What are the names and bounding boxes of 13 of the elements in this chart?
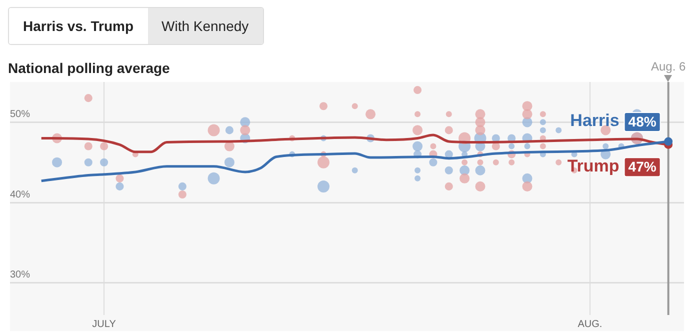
legend-label: Harris bbox=[570, 111, 620, 130]
text: With Kennedy bbox=[148, 8, 263, 44]
text: Harris vs. Trump bbox=[9, 8, 148, 44]
data-label: 47% bbox=[628, 158, 657, 175]
y-tick-label: 30% bbox=[10, 270, 30, 281]
x-tick-label: AUG. bbox=[578, 318, 602, 330]
y-tick-label: 50% bbox=[10, 108, 30, 120]
y-tick-label: 40% bbox=[10, 189, 30, 200]
data-label: 48% bbox=[628, 113, 657, 130]
chart-title: National polling average bbox=[8, 60, 170, 76]
ref-line-label: Aug. 6 bbox=[650, 59, 686, 74]
legend-label: Trump bbox=[567, 156, 620, 176]
x-tick-label: JULY bbox=[92, 318, 116, 330]
